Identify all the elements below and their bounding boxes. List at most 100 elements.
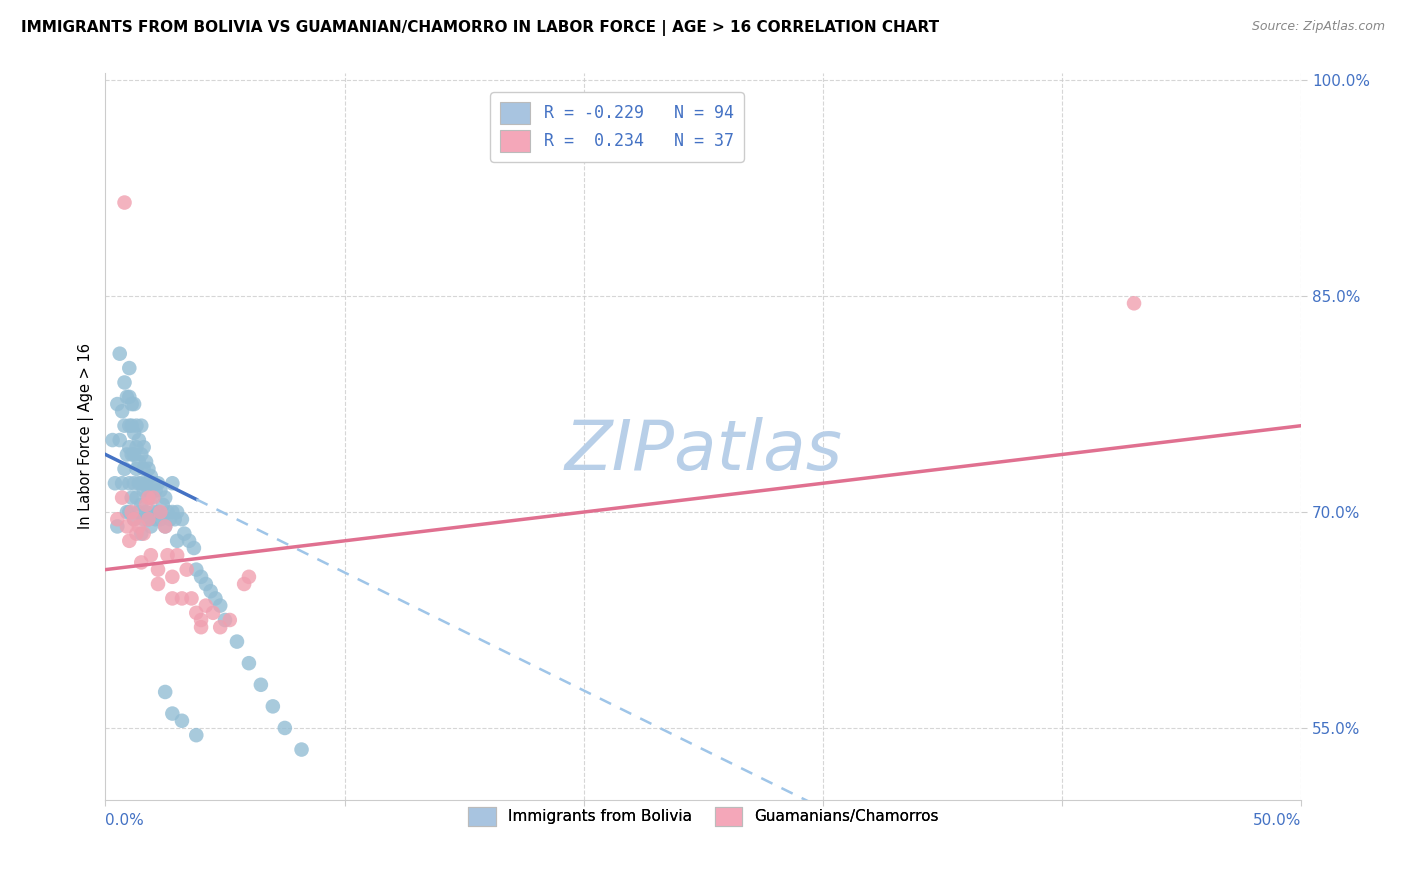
- Point: [194, 599, 217, 613]
- Point: [186, 563, 208, 577]
- Point: [202, 606, 225, 620]
- Point: [128, 505, 150, 519]
- Point: [129, 526, 152, 541]
- Point: [132, 483, 155, 498]
- Point: [149, 483, 172, 498]
- Point: [121, 447, 143, 461]
- Point: [180, 591, 202, 606]
- Point: [166, 533, 188, 548]
- Point: [179, 533, 201, 548]
- Point: [135, 498, 157, 512]
- Point: [122, 397, 145, 411]
- Point: [156, 548, 179, 562]
- Point: [162, 505, 184, 519]
- Point: [118, 505, 141, 519]
- Point: [105, 512, 128, 526]
- Point: [142, 476, 165, 491]
- Point: [122, 476, 145, 491]
- Point: [146, 505, 169, 519]
- Point: [118, 361, 141, 376]
- Point: [186, 606, 208, 620]
- Point: [125, 440, 148, 454]
- Point: [114, 462, 136, 476]
- Point: [115, 447, 138, 461]
- Point: [238, 656, 260, 670]
- Point: [135, 476, 157, 491]
- Point: [114, 418, 136, 433]
- Point: [262, 699, 284, 714]
- Point: [190, 570, 212, 584]
- Point: [146, 476, 169, 491]
- Point: [139, 491, 162, 505]
- Point: [118, 533, 141, 548]
- Point: [105, 397, 128, 411]
- Point: [166, 505, 188, 519]
- Point: [166, 548, 188, 562]
- Point: [170, 512, 193, 526]
- Point: [149, 505, 172, 519]
- Point: [108, 433, 131, 447]
- Point: [204, 591, 226, 606]
- Point: [274, 721, 297, 735]
- Point: [162, 476, 184, 491]
- Point: [170, 714, 193, 728]
- Point: [129, 418, 152, 433]
- Point: [114, 376, 136, 390]
- Point: [122, 425, 145, 440]
- Point: [128, 433, 150, 447]
- Point: [129, 498, 152, 512]
- Point: [125, 491, 148, 505]
- Point: [142, 491, 165, 505]
- Point: [135, 455, 157, 469]
- Point: [186, 728, 208, 742]
- Point: [173, 526, 195, 541]
- Point: [121, 505, 143, 519]
- Point: [108, 347, 131, 361]
- Point: [122, 447, 145, 461]
- Point: [115, 505, 138, 519]
- Point: [190, 613, 212, 627]
- Point: [226, 634, 249, 648]
- Point: [138, 483, 160, 498]
- Point: [111, 404, 134, 418]
- Point: [139, 548, 162, 562]
- Point: [138, 512, 160, 526]
- Point: [128, 455, 150, 469]
- Point: [162, 706, 184, 721]
- Point: [152, 498, 174, 512]
- Point: [214, 613, 236, 627]
- Text: 50.0%: 50.0%: [1253, 813, 1302, 828]
- Point: [111, 491, 134, 505]
- Point: [209, 599, 232, 613]
- Y-axis label: In Labor Force | Age > 16: In Labor Force | Age > 16: [79, 343, 94, 530]
- Point: [114, 195, 136, 210]
- Point: [115, 519, 138, 533]
- Point: [132, 440, 155, 454]
- Point: [162, 570, 184, 584]
- Point: [163, 512, 186, 526]
- Point: [153, 685, 176, 699]
- Point: [194, 577, 217, 591]
- Point: [162, 591, 184, 606]
- Point: [156, 505, 179, 519]
- Point: [145, 512, 167, 526]
- Point: [115, 390, 138, 404]
- Point: [190, 620, 212, 634]
- Point: [200, 584, 222, 599]
- Point: [111, 476, 134, 491]
- Point: [128, 476, 150, 491]
- Point: [183, 541, 205, 555]
- Point: [218, 613, 240, 627]
- Point: [132, 462, 155, 476]
- Point: [122, 512, 145, 526]
- Point: [129, 447, 152, 461]
- Text: ZIPatlas: ZIPatlas: [564, 417, 842, 484]
- Point: [153, 491, 176, 505]
- Point: [145, 483, 167, 498]
- Point: [138, 491, 160, 505]
- Point: [153, 519, 176, 533]
- Point: [238, 570, 260, 584]
- Point: [132, 526, 155, 541]
- Point: [153, 519, 176, 533]
- Point: [121, 418, 143, 433]
